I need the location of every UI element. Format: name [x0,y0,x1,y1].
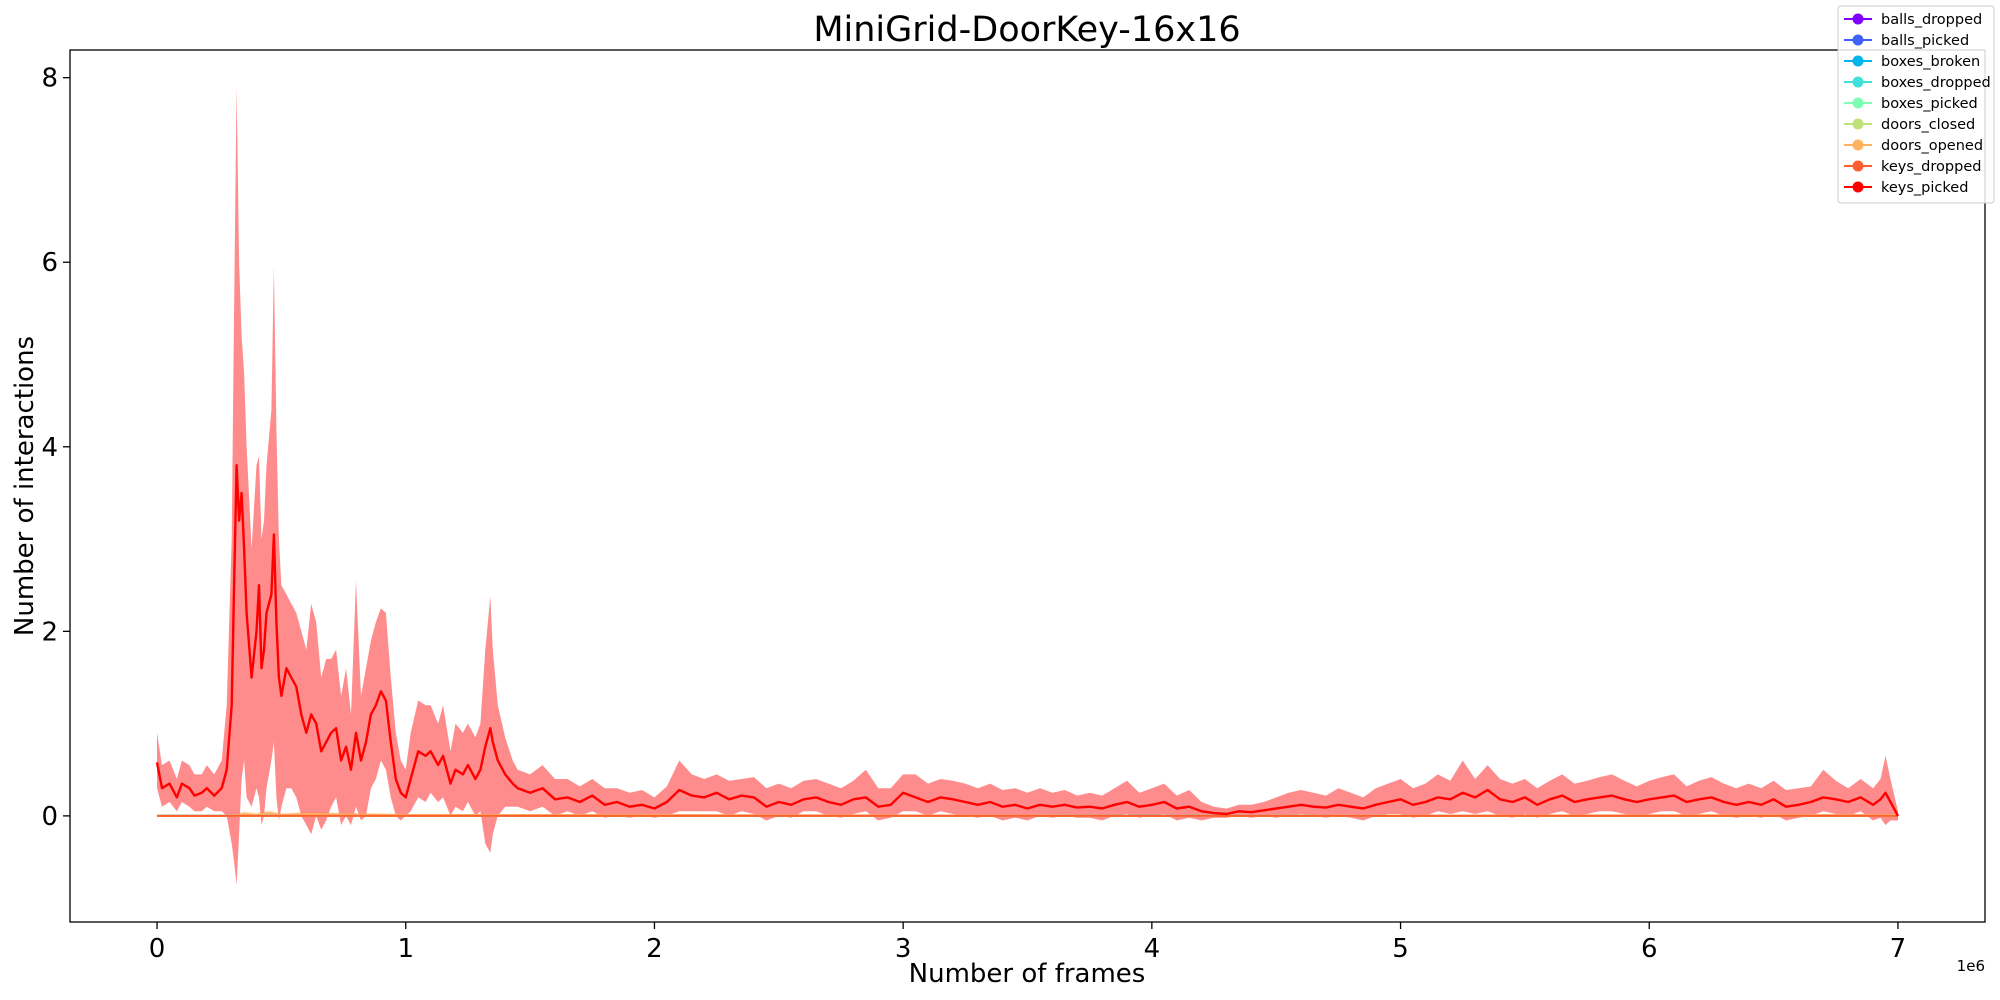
legend-marker-keys_dropped [1852,160,1864,172]
y-axis-title: Number of interactions [10,336,40,636]
y-tick-label: 8 [41,64,58,94]
plot-frame [69,49,1986,923]
y-axis: 0 2 4 6 8 [41,64,70,832]
legend-label-boxes_broken: boxes_broken [1881,54,1980,70]
legend-label-balls_dropped: balls_dropped [1881,12,1982,28]
legend-label-keys_dropped: keys_dropped [1881,159,1981,175]
x-tick-label: 3 [895,934,912,964]
band-layer [157,86,1898,886]
line-layer [155,464,1900,817]
y-tick-label: 2 [41,617,58,647]
x-tick-label: 1 [397,934,414,964]
x-axis: 0 1 2 3 4 5 6 7 [149,922,1906,964]
legend: balls_dropped balls_picked boxes_brokenbox… [1837,5,1995,204]
x-tick-label: 4 [1144,934,1161,964]
legend-marker-balls_picked [1852,34,1864,46]
legend-label-boxes_picked: boxes_picked [1881,96,1978,112]
x-tick-label: 5 [1392,934,1409,964]
legend-box [1837,5,1995,204]
legend-marker-balls_dropped [1852,13,1864,25]
legend-label-doors_closed: doors_closed [1881,117,1975,133]
legend-marker-boxes_dropped [1852,76,1864,88]
y-tick-label: 4 [41,433,58,463]
y-tick-label: 6 [41,248,58,278]
legend-marker-boxes_broken [1852,55,1864,67]
legend-label-keys_picked: keys_picked [1881,180,1968,196]
chart-title: MiniGrid-DoorKey-16x16 [813,10,1240,50]
x-tick-label: 0 [149,934,166,964]
legend-marker-doors_opened [1852,139,1864,151]
band-keys_picked [157,86,1898,886]
x-axis-title: Number of frames [909,959,1146,989]
x-tick-label: 7 [1890,934,1907,964]
legend-label-boxes_dropped: boxes_dropped [1881,75,1991,91]
x-tick-label: 2 [646,934,663,964]
x-offset-label: 1e6 [1957,957,1985,975]
legend-label-balls_picked: balls_picked [1881,33,1969,49]
y-tick-label: 0 [41,802,58,832]
x-tick-label: 6 [1641,934,1658,964]
legend-marker-boxes_picked [1852,97,1864,109]
series-line-keys_picked [155,464,1900,817]
legend-label-doors_opened: doors_opened [1881,138,1983,154]
legend-marker-keys_picked [1852,181,1864,193]
legend-marker-doors_closed [1852,118,1864,130]
